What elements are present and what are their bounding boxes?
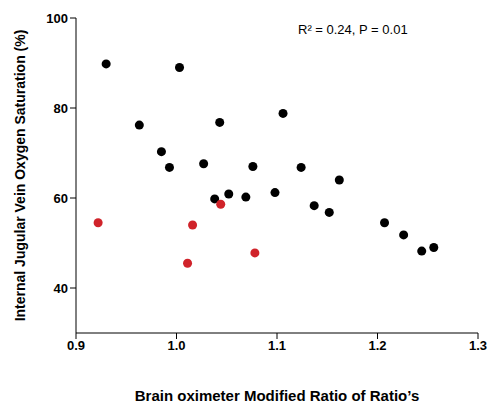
html-text:R² = 0.24, P = 0.01: R² = 0.24, P = 0.01 [298, 22, 408, 37]
svg-text:1.1: 1.1 [268, 338, 286, 353]
svg-text:40: 40 [54, 281, 68, 296]
svg-text:1.2: 1.2 [368, 338, 386, 353]
svg-text:100: 100 [46, 11, 68, 26]
svg-text:Internal Jugular Vein Oxygen S: Internal Jugular Vein Oxygen Saturation … [12, 30, 28, 322]
svg-text:0.9: 0.9 [67, 338, 85, 353]
svg-text:Brain oximeter Modified Ratio: Brain oximeter Modified Ratio of Ratio’s [135, 387, 419, 404]
svg-text:1.0: 1.0 [167, 338, 185, 353]
svg-text:1.3: 1.3 [469, 338, 487, 353]
svg-text:80: 80 [54, 101, 68, 116]
svg-text:60: 60 [54, 191, 68, 206]
